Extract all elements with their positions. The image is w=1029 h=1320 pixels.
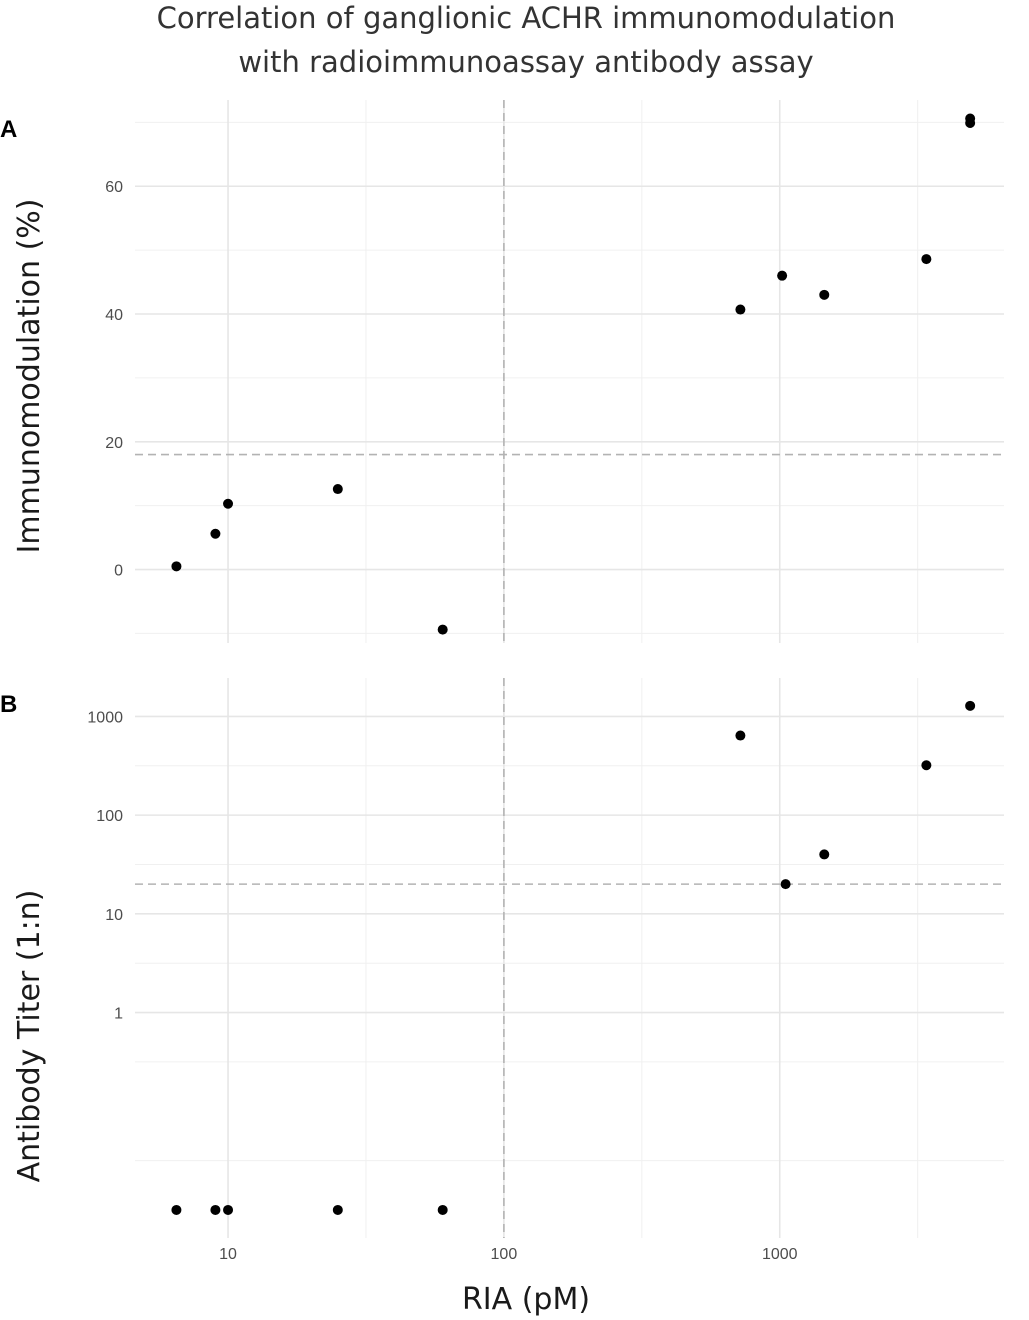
x-axis-label: RIA (pM) [462,1282,590,1317]
x-tick-label: 10 [219,1246,237,1263]
chart-title-line-2: with radioimmunoassay antibody assay [238,45,813,79]
data-point [332,484,343,495]
y-tick-label: 1000 [87,709,123,726]
panel-a-label: A [0,116,17,143]
data-point [223,1204,234,1215]
panel-a: 0 20 40 60 A Immunomodulation (%) [0,100,1004,643]
panel-a-y-ticks: 0 20 40 60 [105,179,123,579]
panel-b-y-ticks: 1 10 100 1000 [87,709,123,1022]
data-point [332,1204,343,1215]
panel-a-grid [135,100,1004,643]
panel-b-points [171,700,976,1215]
chart-title-line-1: Correlation of ganglionic ACHR immunomod… [157,1,896,35]
data-point [965,700,976,711]
panel-a-reference-lines [135,100,1004,643]
data-point [777,270,788,281]
data-point [171,561,182,572]
x-tick-label: 1000 [762,1246,798,1263]
data-point [210,1204,221,1215]
panel-a-points [171,113,976,635]
panel-b-y-axis-label: Antibody Titer (1:n) [12,890,47,1183]
panel-b-reference-lines [135,678,1004,1238]
data-point [223,498,234,509]
y-tick-label: 0 [114,563,123,580]
data-point [819,289,830,300]
y-tick-label: 10 [105,907,123,924]
data-point [437,624,448,635]
x-axis-ticks: 10 100 1000 [219,1246,798,1263]
data-point [735,730,746,741]
data-point [921,760,932,771]
data-point [437,1204,448,1215]
data-point [780,879,791,890]
y-tick-label: 40 [105,307,123,324]
data-point [819,849,830,860]
y-tick-label: 1 [114,1006,123,1023]
panel-b-grid [135,678,1004,1238]
panel-b: 1 10 100 1000 B Antibody Titer (1:n) [0,678,1004,1238]
data-point [921,254,932,265]
data-point [171,1204,182,1215]
panel-b-label: B [0,691,17,718]
panel-a-y-axis-label: Immunomodulation (%) [12,199,47,554]
y-tick-label: 60 [105,179,123,196]
x-tick-label: 100 [491,1246,518,1263]
y-tick-label: 20 [105,435,123,452]
data-point [965,117,976,128]
y-tick-label: 100 [96,808,123,825]
data-point [735,304,746,315]
data-point [210,528,221,539]
